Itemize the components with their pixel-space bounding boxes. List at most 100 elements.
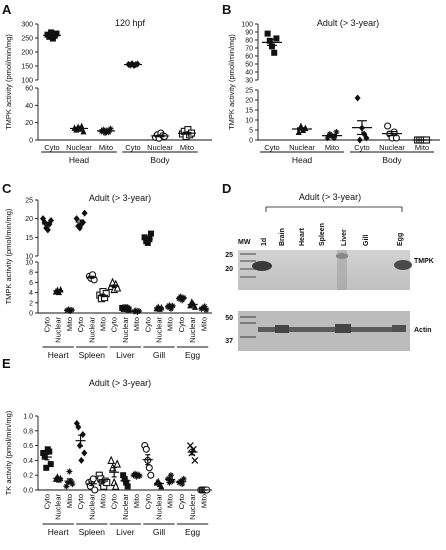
group-label: Egg	[185, 527, 200, 537]
band-label-actin: Actin	[414, 327, 432, 334]
data-point	[356, 136, 363, 144]
data-point	[105, 129, 112, 136]
lane-label: Heart	[299, 227, 306, 246]
data-point	[271, 49, 278, 56]
data-point	[142, 445, 150, 453]
x-category-label: Mito	[325, 143, 339, 152]
data-point	[384, 122, 392, 130]
x-category-label: Mito	[99, 494, 108, 508]
y-tick-label: 25	[245, 88, 253, 95]
data-point	[63, 483, 70, 490]
data-point	[79, 431, 86, 438]
y-tick-label: 90	[245, 30, 253, 37]
data-point	[363, 134, 370, 142]
group-label: Spleen	[79, 527, 106, 537]
group-label: Gill	[153, 350, 165, 360]
data-point	[111, 481, 120, 490]
panel-letter-a: A	[2, 2, 12, 17]
chart-title: 120 hpf	[115, 18, 146, 28]
data-point	[113, 459, 122, 468]
panel-letter-e: E	[2, 356, 11, 371]
panel-c-chart: Adult (> 3-year) TMPK activity (pmol/min/…	[4, 193, 212, 360]
panel-letter-d: D	[222, 181, 231, 196]
data-point	[145, 464, 153, 472]
x-category-label: Mito	[99, 143, 113, 152]
y-tick-label: 10	[25, 254, 33, 261]
mw-band	[240, 253, 256, 255]
y-tick-label: 20	[245, 98, 253, 105]
y-tick-label: 100	[21, 78, 33, 85]
y-axis-label: TMPK activity (pmol/min/mg)	[4, 34, 13, 130]
lane-label: MW	[238, 239, 251, 246]
y-tick-label: 100	[241, 22, 253, 29]
y-tick-label: 8	[29, 270, 33, 277]
x-category-label: Nuclear	[87, 316, 96, 342]
data-point	[166, 302, 173, 309]
x-category-label: Cyto	[110, 494, 119, 509]
y-tick-label: 15	[245, 108, 253, 115]
data-point	[331, 135, 338, 141]
y-tick-label: 200	[21, 50, 33, 57]
y-tick-label: 70	[245, 46, 253, 53]
y-tick-label: 0	[249, 138, 253, 145]
data-point	[324, 135, 331, 141]
y-tick-label: 20	[25, 216, 33, 223]
x-category-label: Nuclear	[66, 143, 92, 152]
group-label: Body	[150, 155, 170, 165]
y-axis-label: TMPK activity (pmol/min/mg)	[227, 34, 236, 130]
data-point	[179, 297, 186, 304]
tmpk-band-egg	[394, 260, 412, 270]
data-point	[203, 306, 210, 313]
data-point	[269, 43, 275, 50]
x-category-label: Mito	[65, 494, 74, 508]
y-axis-label: TMPK activity (pmol/min/mg)	[4, 208, 13, 304]
mw-label-50: 50	[225, 315, 233, 322]
data-point	[136, 472, 143, 479]
panel-a-chart: 120 hpf TMPK activity (pmol/min/mg) 300 250…	[4, 18, 212, 165]
group-label: Heart	[48, 350, 69, 360]
data-point	[201, 303, 208, 310]
mw-label-25: 25	[225, 252, 233, 259]
lane-label: Brain	[279, 228, 286, 246]
panel-b-chart: Adult (> 3-year) TMPK activity (pmol/min/…	[227, 18, 440, 165]
data-point	[273, 35, 280, 42]
y-tick-label: 20	[25, 120, 33, 127]
x-category-label: Cyto	[177, 317, 186, 332]
x-category-label: Nuclear	[147, 143, 173, 152]
data-point	[166, 479, 173, 486]
x-category-label: Mito	[180, 143, 194, 152]
panel-d-title: Adult (> 3-year)	[299, 192, 361, 202]
x-category-label: Cyto	[354, 143, 369, 152]
group-label: Egg	[185, 350, 200, 360]
data-point	[295, 128, 302, 135]
x-category-label: Nuclear	[155, 316, 164, 342]
y-tick-label: 6	[29, 280, 33, 287]
x-category-label: Nuclear	[188, 493, 197, 519]
data-point	[354, 94, 361, 102]
data-point	[266, 37, 273, 44]
group-label: Body	[382, 155, 402, 165]
data-point	[78, 456, 85, 464]
x-category-label: Cyto	[143, 317, 152, 332]
data-point	[46, 33, 53, 40]
mw-label-37: 37	[225, 338, 233, 345]
data-point	[47, 461, 54, 468]
y-tick-label: 300	[21, 22, 33, 29]
group-label: Liver	[116, 350, 135, 360]
group-label: Head	[69, 155, 90, 165]
data-point	[125, 306, 132, 313]
x-category-label: Mito	[166, 317, 175, 331]
panel-letter-b: B	[222, 2, 231, 17]
lane-label: Egg	[397, 233, 404, 246]
x-category-label: Mito	[199, 494, 208, 508]
panel-d-western-blot: Adult (> 3-year) MW 1d Brain Heart Spleen Liv…	[225, 192, 434, 351]
data-point	[333, 129, 340, 135]
data-point	[177, 293, 184, 300]
data-point	[192, 303, 198, 310]
y-tick-label: 5	[249, 128, 253, 135]
chart-title: Adult (> 3-year)	[317, 18, 379, 28]
lane-label: Spleen	[319, 223, 326, 246]
x-category-label: Nuclear	[121, 316, 130, 342]
y-tick-label: 10	[25, 260, 33, 267]
data-point	[167, 472, 174, 479]
